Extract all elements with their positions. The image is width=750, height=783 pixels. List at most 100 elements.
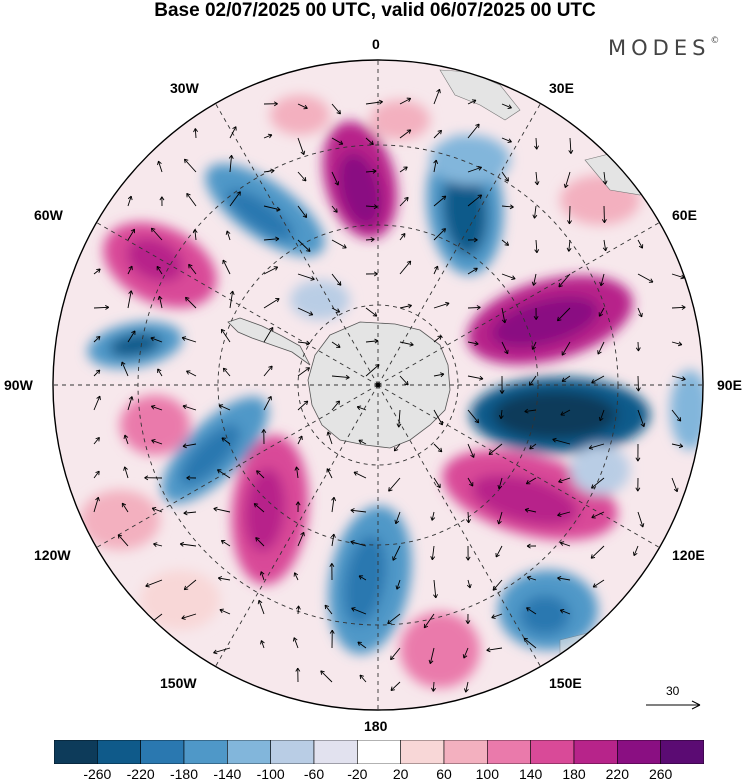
wind-vector-head: [437, 129, 443, 135]
wind-vector-head: [131, 330, 136, 335]
wind-vector: [557, 307, 571, 322]
label-lon-60e: 60E: [672, 207, 697, 223]
wind-vector-head: [220, 540, 226, 545]
wind-vector-head: [372, 312, 378, 317]
wind-vector: [671, 477, 678, 492]
meridian-line: [212, 384, 379, 672]
wind-vector-head: [495, 553, 500, 558]
wind-vector: [331, 400, 340, 411]
label-lon-90e: 90E: [717, 377, 742, 393]
wind-vector-head: [334, 181, 340, 186]
wind-vector-head: [276, 206, 281, 212]
wind-vector-head: [533, 316, 539, 320]
wind-vector: [181, 613, 197, 619]
wind-vector-head: [95, 369, 101, 375]
wind-vector-head: [526, 543, 531, 549]
wind-vector: [591, 375, 605, 384]
wind-vector: [188, 264, 197, 275]
anomaly-region: [109, 333, 161, 357]
wind-vector-head: [560, 411, 565, 416]
wind-vector: [297, 532, 305, 547]
anomaly-region: [343, 535, 387, 625]
wind-vector-head: [229, 290, 235, 295]
wind-vector: [260, 640, 265, 649]
wind-vector-head: [127, 195, 133, 201]
wind-vector-head: [186, 475, 191, 481]
wind-vector: [297, 239, 311, 252]
wind-vector-head: [406, 260, 412, 266]
colorbar-swatch: [487, 740, 531, 764]
wind-vector: [600, 273, 605, 286]
wind-vector-head: [598, 312, 603, 317]
wind-vector: [390, 647, 401, 660]
wind-vector-head: [105, 305, 110, 310]
wind-vector: [531, 341, 537, 350]
wind-vector: [151, 227, 163, 241]
wind-vector-head: [353, 471, 359, 476]
wind-vector: [399, 129, 412, 139]
wind-vector-head: [267, 395, 272, 401]
wind-vector-head: [477, 194, 483, 199]
meridian-line: [91, 384, 379, 551]
wind-vector: [501, 137, 512, 143]
wind-vector: [229, 290, 234, 309]
wind-vector: [151, 439, 163, 445]
wind-vector-head: [677, 341, 683, 347]
wind-vector-head: [303, 104, 308, 110]
wind-vector: [331, 137, 344, 145]
wind-vector-head: [359, 674, 364, 680]
wind-vector-head: [437, 335, 442, 340]
wind-vector-head: [329, 563, 335, 567]
wind-vector-head: [179, 541, 185, 547]
wind-vector-head: [392, 556, 397, 561]
wind-vector-head: [350, 540, 355, 545]
wind-vector: [433, 443, 443, 453]
wind-vector: [331, 307, 340, 313]
wind-vector-head: [306, 247, 311, 252]
wind-vector-head: [236, 191, 241, 196]
anomaly-region: [570, 445, 630, 495]
wind-vector-head: [602, 180, 608, 185]
wind-vector: [467, 166, 482, 173]
wind-vector-head: [639, 523, 645, 528]
wind-vector-head: [151, 439, 156, 444]
label-lon-0: 0: [372, 36, 380, 52]
wind-vector-head: [153, 542, 158, 547]
wind-vector-head: [563, 183, 569, 189]
wind-vector: [501, 273, 516, 280]
wind-vector: [263, 365, 273, 377]
meridian-line: [212, 98, 379, 386]
wind-vector-head: [507, 104, 512, 110]
wind-vector-head: [590, 554, 596, 559]
colorbar-tick-label: -220: [126, 766, 155, 782]
wind-vector: [297, 137, 305, 155]
wind-vector: [117, 534, 129, 547]
wind-vector: [263, 238, 279, 241]
wind-vector: [331, 205, 338, 213]
wind-vector-head: [557, 512, 562, 517]
wind-vector: [568, 205, 571, 224]
wind-vector: [671, 306, 686, 309]
wind-vector: [121, 361, 129, 377]
wind-vector-head: [144, 475, 149, 481]
colorbar: [54, 740, 704, 764]
wind-vector-head: [193, 128, 198, 133]
wind-vector: [365, 101, 383, 105]
wind-vector-head: [336, 343, 341, 348]
wind-vector-head: [150, 404, 156, 410]
wind-vector: [331, 273, 342, 286]
wind-vector-head: [436, 88, 441, 94]
colorbar-tick-label: 60: [436, 766, 452, 782]
wind-vector-head: [183, 585, 189, 591]
wind-vector: [93, 470, 100, 479]
wind-vector: [297, 367, 310, 377]
wind-vector-head: [295, 667, 301, 672]
wind-vector: [263, 396, 272, 411]
wind-vector: [529, 443, 537, 450]
wind-vector: [431, 511, 435, 521]
wind-vector-head: [465, 620, 471, 624]
wind-vector: [358, 575, 367, 581]
wind-vector-head: [294, 466, 300, 471]
wind-vector: [357, 641, 367, 649]
wind-vector-head: [123, 434, 129, 439]
